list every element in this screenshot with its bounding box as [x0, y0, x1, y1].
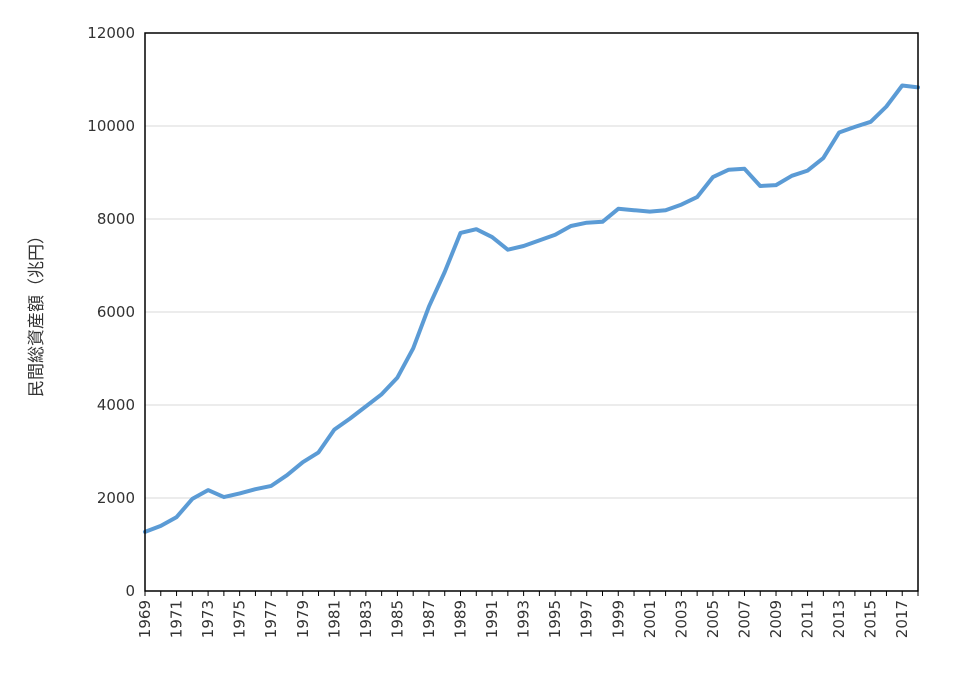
- gridlines: [145, 125, 918, 499]
- y-tick-label: 2000: [97, 489, 135, 507]
- x-tick-label: 1983: [357, 600, 375, 638]
- y-tick-label: 8000: [97, 210, 135, 228]
- x-tick-label: 1977: [262, 600, 280, 638]
- plot-frame: [144, 32, 919, 592]
- y-axis-ticks: 0 2000 4000 6000 8000 10000 12000: [87, 24, 135, 600]
- x-tick-label: 1997: [578, 600, 596, 638]
- x-tick-label: 1981: [325, 600, 343, 638]
- y-tick-label: 0: [125, 582, 135, 600]
- x-tick-label: 1995: [546, 600, 564, 638]
- y-tick-label: 4000: [97, 396, 135, 414]
- x-tick-label: 2001: [641, 600, 659, 638]
- x-tick-label: 2003: [672, 600, 690, 638]
- x-tick-label: 2009: [767, 600, 785, 638]
- x-tick-label: 2011: [799, 600, 817, 638]
- y-axis-label: 民間総資産額（兆円）: [27, 227, 47, 397]
- x-tick-label: 1971: [168, 600, 186, 638]
- x-tick-label: 1979: [294, 600, 312, 638]
- x-tick-label: 2013: [830, 600, 848, 638]
- x-tick-label: 1993: [515, 600, 533, 638]
- series-line: [143, 83, 920, 534]
- x-tick-label: 2015: [862, 600, 880, 638]
- x-tick-label: 2017: [893, 600, 911, 638]
- x-tick-label: 1985: [388, 600, 406, 638]
- x-tick-label: 1987: [420, 600, 438, 638]
- y-tick-label: 10000: [87, 117, 135, 135]
- x-axis-ticks: 1969 1971 1973 1975 1977 1979 1981 1983 1985 1987…: [136, 591, 919, 638]
- x-tick-label: 1989: [452, 600, 470, 638]
- x-tick-label: 2007: [735, 600, 753, 638]
- x-tick-label: 1973: [199, 600, 217, 638]
- x-tick-label: 2005: [704, 600, 722, 638]
- x-tick-label: 1999: [609, 600, 627, 638]
- x-tick-label: 1991: [483, 600, 501, 638]
- x-tick-label: 1975: [231, 600, 249, 638]
- y-tick-label: 6000: [97, 303, 135, 321]
- y-tick-label: 12000: [87, 24, 135, 42]
- x-tick-label: 1969: [136, 600, 154, 638]
